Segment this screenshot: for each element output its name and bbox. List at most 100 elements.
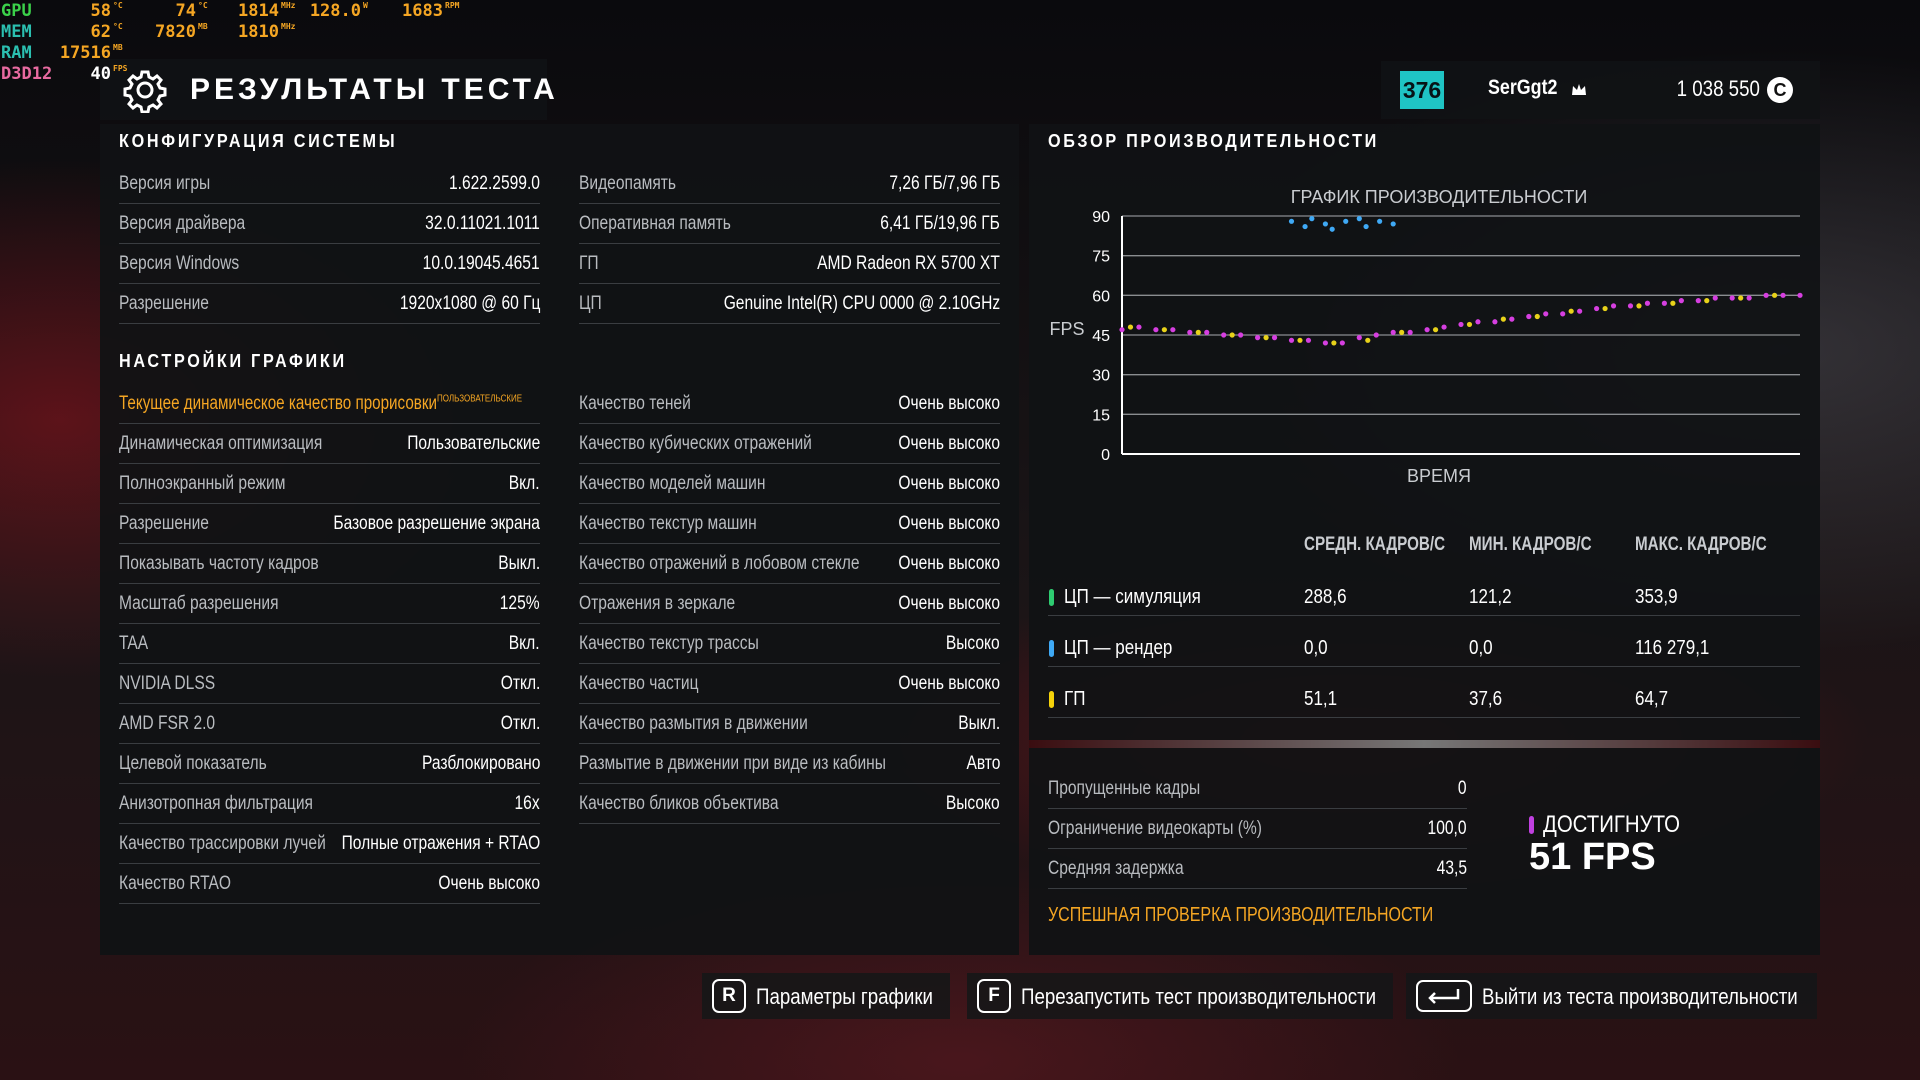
overlay-value: 1683 <box>402 1 443 21</box>
row-label: Качество текстур трассы <box>579 633 759 654</box>
stats-value: 0,0 <box>1304 637 1328 659</box>
data-point <box>1746 295 1752 301</box>
row-value: Очень высоко <box>898 393 1000 414</box>
row-label: Качество моделей машин <box>579 473 766 494</box>
setting-row: Качество бликов объектива Высоко <box>579 785 1000 824</box>
row-label: Качество размытия в движении <box>579 713 808 734</box>
row-label: Динамическая оптимизация <box>119 433 323 454</box>
row-label: Разрешение <box>119 513 209 534</box>
data-point <box>1399 329 1405 335</box>
data-point <box>1127 324 1134 330</box>
row-value: 7,26 ГБ/7,96 ГБ <box>889 173 1000 194</box>
overlay-unit: MHz <box>281 22 296 31</box>
section-title: ОБЗОР ПРОИЗВОДИТЕЛЬНОСТИ <box>1048 131 1380 151</box>
row-label: Пропущенные кадры <box>1048 778 1201 799</box>
y-tick-label: 15 <box>1092 407 1110 424</box>
data-point <box>1500 316 1506 322</box>
overlay-unit: °C <box>113 22 123 31</box>
button[interactable]: F Перезапустить тест производительности <box>967 973 1393 1019</box>
overlay-value: 1814 <box>238 1 279 21</box>
setting-row: Качество текстур машин Очень высоко <box>579 505 1000 544</box>
row-value: Очень высоко <box>438 873 540 894</box>
row-label: TAA <box>119 633 149 654</box>
left-panel <box>100 124 1019 955</box>
row-label: Версия Windows <box>119 253 240 274</box>
stats-value: 0,0 <box>1469 637 1493 659</box>
row-value: 100,0 <box>1428 818 1467 839</box>
setting-row: TAA Вкл. <box>119 625 540 664</box>
overlay-value: 40 <box>90 64 111 84</box>
row-label: Целевой показатель <box>119 753 267 774</box>
data-point <box>1441 324 1447 330</box>
y-tick-label: 30 <box>1092 368 1110 385</box>
row-value: Очень высоко <box>898 473 1000 494</box>
button-label: Параметры графики <box>756 984 933 1009</box>
y-tick-label: 0 <box>1101 447 1110 464</box>
setting-row: Качество теней Очень высоко <box>579 385 1000 424</box>
data-point <box>1329 226 1335 232</box>
setting-row: Качество текстур трассы Высоко <box>579 625 1000 664</box>
row-label: Отражения в зеркале <box>579 593 736 614</box>
row-value: 1920x1080 @ 60 Гц <box>399 293 540 314</box>
data-point <box>1627 303 1634 309</box>
key-icon: R <box>712 979 746 1013</box>
data-point <box>1729 295 1735 301</box>
data-point <box>1602 305 1608 312</box>
row-value: Genuine Intel(R) CPU 0000 @ 2.10GHz <box>723 293 1000 314</box>
data-point <box>1661 300 1667 306</box>
status: УСПЕШНАЯ ПРОВЕРКА ПРОИЗВОДИТЕЛЬНОСТИ <box>1048 904 1434 926</box>
data-point <box>1204 329 1210 335</box>
data-point <box>1377 218 1383 224</box>
stats-value: 353,9 <box>1635 586 1678 608</box>
overlay-unit: MHz <box>281 1 296 10</box>
row-value: Очень высоко <box>898 513 1000 534</box>
data-point <box>1738 295 1744 301</box>
x-axis-label: ВРЕМЯ <box>1407 466 1471 486</box>
row-value: Откл. <box>500 673 540 694</box>
stats-bullet <box>1049 640 1054 657</box>
data-point <box>1195 329 1201 335</box>
config-row: Видеопамять 7,26 ГБ/7,96 ГБ <box>579 165 1000 204</box>
setting-row: Размытие в движении при виде из кабины Ав… <box>579 745 1000 784</box>
data-point <box>1170 327 1176 333</box>
currency-icon: C <box>1767 77 1793 103</box>
button[interactable]: R Параметры графики <box>702 973 950 1019</box>
row-value: Вкл. <box>509 473 540 494</box>
credits: 1 038 550 <box>1676 76 1760 101</box>
row-value: 1.622.2599.0 <box>449 173 540 194</box>
row-label: AMD FSR 2.0 <box>119 713 216 734</box>
page-title: РЕЗУЛЬТАТЫ ТЕСТА <box>190 73 559 106</box>
overlay-value: 128.0 <box>309 1 361 21</box>
stats-row-line <box>1048 717 1800 718</box>
config-row: Версия игры 1.622.2599.0 <box>119 165 540 204</box>
data-point <box>1365 337 1371 343</box>
row-label: Размытие в движении при виде из кабины <box>579 753 886 774</box>
data-point <box>1187 329 1193 335</box>
data-point <box>1302 223 1308 230</box>
row-value: Очень высоко <box>898 593 1000 614</box>
data-point <box>1153 327 1159 333</box>
overlay-unit: MB <box>113 43 123 52</box>
overlay-unit: W <box>363 1 368 10</box>
highlight-tag: ПОЛЬЗОВАТЕЛЬСКИЕ <box>436 393 523 405</box>
data-point <box>1297 337 1303 343</box>
data-point <box>1712 295 1718 301</box>
data-point <box>1797 292 1803 298</box>
setting-row: Целевой показатель Разблокировано <box>119 745 540 784</box>
button[interactable]: Выйти из теста производительности <box>1406 973 1817 1019</box>
enter-arrow <box>1428 989 1460 1004</box>
data-point <box>1678 298 1684 304</box>
row-label: Качество бликов объектива <box>579 793 779 814</box>
config-row: Версия Windows 10.0.19045.4651 <box>119 245 540 284</box>
row-value: 6,41 ГБ/19,96 ГБ <box>880 213 1000 234</box>
y-tick-label: 75 <box>1092 249 1110 266</box>
data-point <box>1543 311 1549 317</box>
data-point <box>1771 292 1778 298</box>
data-point <box>1221 332 1227 338</box>
row-value: Базовое разрешение экрана <box>333 513 540 534</box>
row-value: 0 <box>1458 778 1467 799</box>
y-tick-label: 45 <box>1092 328 1110 345</box>
setting-row: Показывать частоту кадров Выкл. <box>119 545 540 584</box>
data-point <box>1363 223 1369 230</box>
